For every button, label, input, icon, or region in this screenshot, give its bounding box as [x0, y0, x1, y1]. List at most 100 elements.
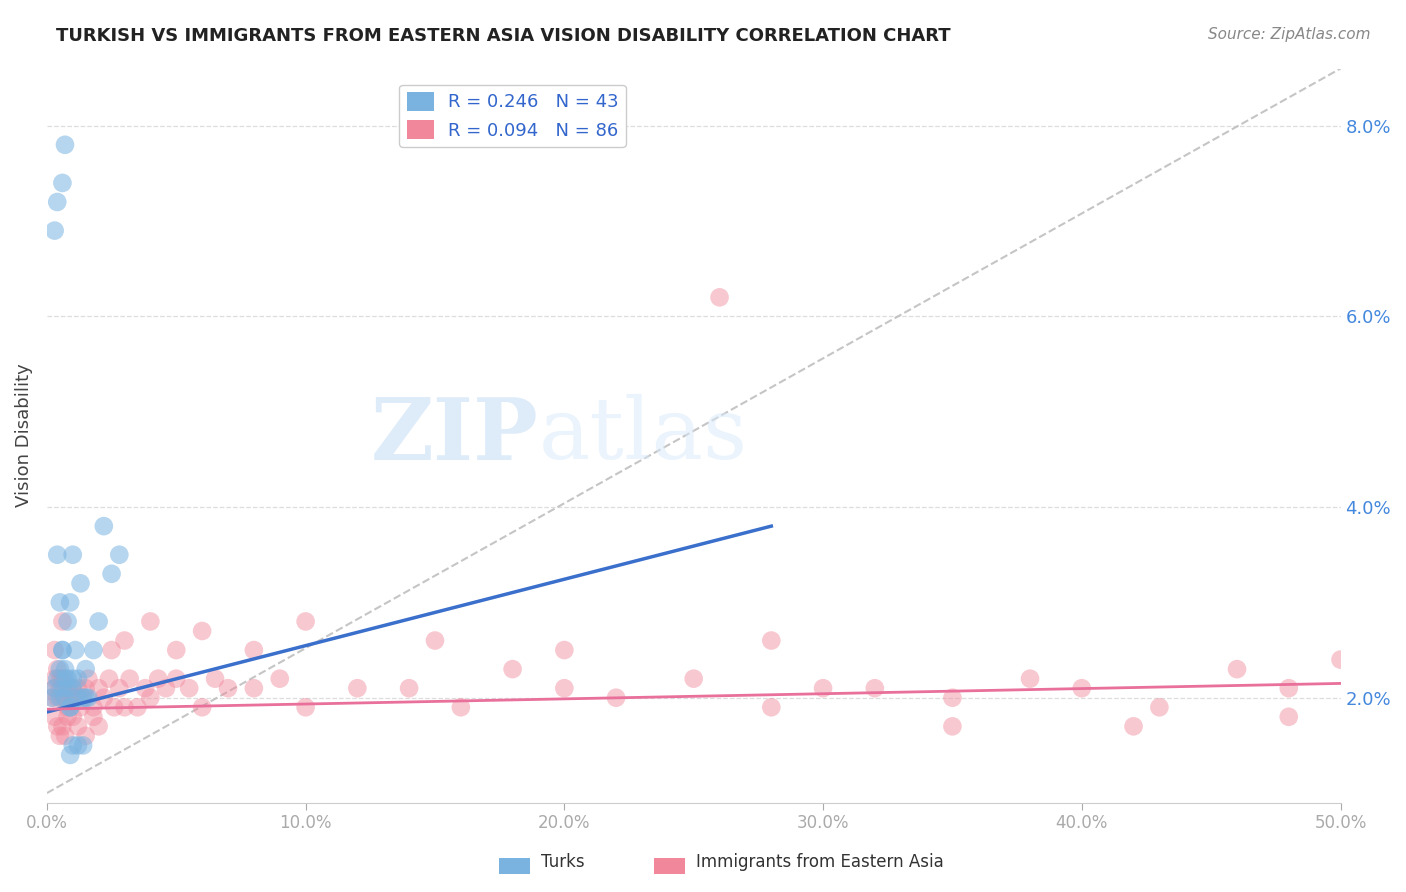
Point	[139, 690, 162, 705]
Point	[165, 643, 187, 657]
Point	[56, 681, 79, 696]
Point	[77, 690, 100, 705]
Point	[53, 690, 76, 705]
Point	[87, 681, 110, 696]
Point	[204, 672, 226, 686]
Point	[75, 681, 97, 696]
Point	[1149, 700, 1171, 714]
Point	[1019, 672, 1042, 686]
Point	[100, 566, 122, 581]
Point	[59, 690, 82, 705]
Point	[62, 710, 84, 724]
Point	[100, 643, 122, 657]
Point	[66, 681, 89, 696]
Point	[139, 615, 162, 629]
Point	[553, 681, 575, 696]
Point	[72, 690, 94, 705]
Point	[62, 672, 84, 686]
Point	[49, 729, 72, 743]
Point	[44, 681, 66, 696]
Point	[49, 690, 72, 705]
Point	[1278, 681, 1301, 696]
Point	[59, 700, 82, 714]
Point	[811, 681, 834, 696]
Point	[243, 681, 266, 696]
Point	[294, 700, 316, 714]
Point	[66, 690, 89, 705]
Point	[155, 681, 177, 696]
Point	[87, 719, 110, 733]
Point	[51, 719, 73, 733]
Y-axis label: Vision Disability: Vision Disability	[15, 364, 32, 508]
Point	[65, 690, 87, 705]
Point	[46, 719, 69, 733]
Point	[77, 672, 100, 686]
Point	[108, 548, 131, 562]
Point	[294, 615, 316, 629]
Point	[66, 719, 89, 733]
Point	[134, 681, 156, 696]
Point	[118, 672, 141, 686]
Point	[44, 710, 66, 724]
Point	[46, 194, 69, 209]
Point	[82, 643, 104, 657]
Point	[44, 643, 66, 657]
Point	[941, 719, 963, 733]
Point	[1226, 662, 1249, 676]
Point	[1278, 710, 1301, 724]
Text: Immigrants from Eastern Asia: Immigrants from Eastern Asia	[696, 853, 943, 871]
Point	[346, 681, 368, 696]
Point	[87, 615, 110, 629]
Point	[65, 643, 87, 657]
Point	[191, 624, 214, 638]
Point	[53, 690, 76, 705]
Point	[62, 739, 84, 753]
Point	[62, 681, 84, 696]
Point	[51, 643, 73, 657]
Point	[56, 681, 79, 696]
Point	[41, 690, 63, 705]
Point	[1122, 719, 1144, 733]
Point	[191, 700, 214, 714]
Point	[44, 681, 66, 696]
Text: atlas: atlas	[538, 394, 748, 477]
Point	[51, 672, 73, 686]
Point	[709, 290, 731, 304]
Point	[59, 595, 82, 609]
Point	[93, 519, 115, 533]
Point	[146, 672, 169, 686]
Point	[269, 672, 291, 686]
Point	[398, 681, 420, 696]
Point	[59, 747, 82, 762]
Point	[217, 681, 239, 696]
Point	[49, 681, 72, 696]
Point	[761, 633, 783, 648]
Point	[53, 672, 76, 686]
Point	[51, 690, 73, 705]
Text: ZIP: ZIP	[371, 393, 538, 477]
Point	[1329, 652, 1351, 666]
Point	[59, 700, 82, 714]
Point	[941, 690, 963, 705]
Point	[69, 700, 91, 714]
Point	[41, 690, 63, 705]
Point	[56, 700, 79, 714]
Point	[62, 681, 84, 696]
Point	[98, 672, 121, 686]
Point	[75, 690, 97, 705]
Point	[56, 615, 79, 629]
Point	[62, 548, 84, 562]
Text: Source: ZipAtlas.com: Source: ZipAtlas.com	[1208, 27, 1371, 42]
Point	[127, 700, 149, 714]
Legend: R = 0.246   N = 43, R = 0.094   N = 86: R = 0.246 N = 43, R = 0.094 N = 86	[399, 85, 626, 147]
Point	[863, 681, 886, 696]
Point	[243, 643, 266, 657]
Point	[51, 176, 73, 190]
Point	[1070, 681, 1092, 696]
Point	[56, 710, 79, 724]
Point	[682, 672, 704, 686]
Point	[49, 595, 72, 609]
Point	[44, 672, 66, 686]
Point	[69, 576, 91, 591]
Point	[46, 548, 69, 562]
